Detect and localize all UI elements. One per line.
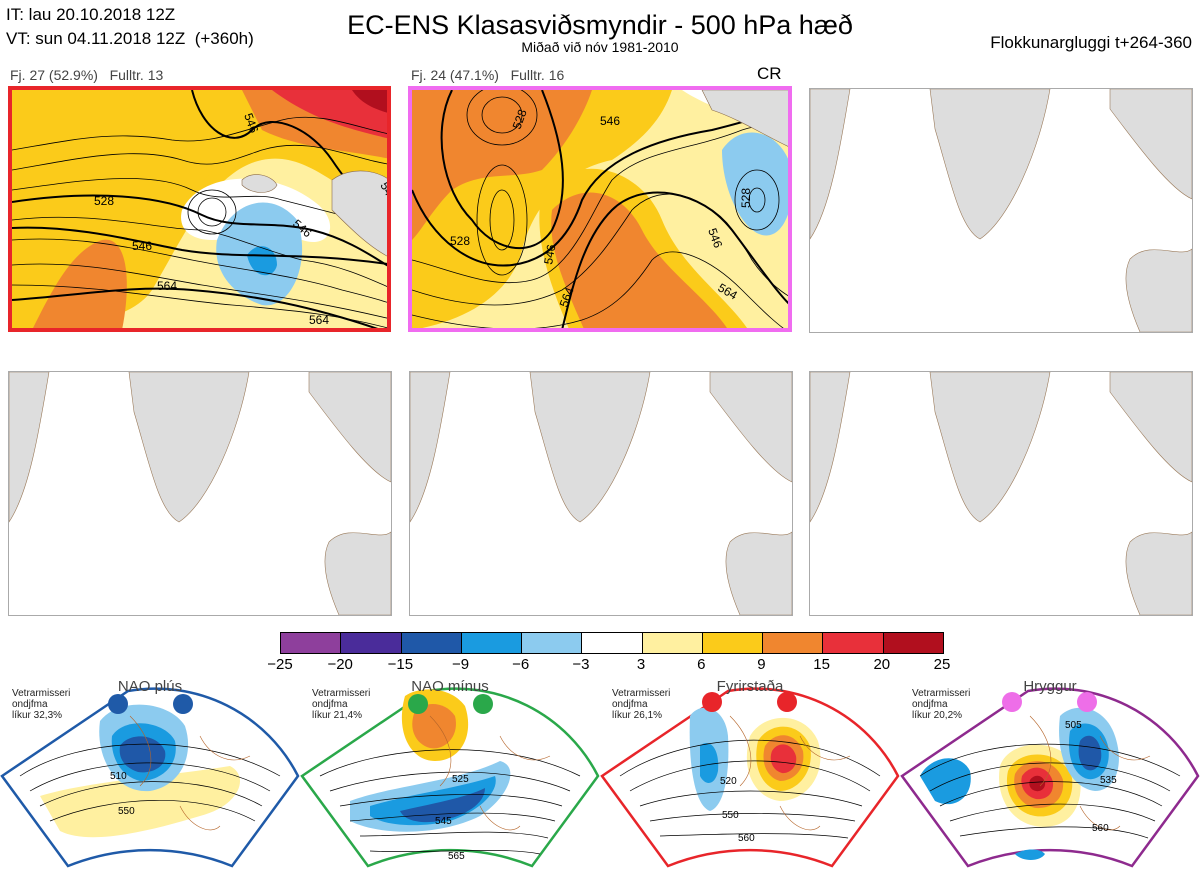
contour-label: 528 [450,234,470,248]
regime-map: 510 550 [0,687,300,868]
contour-label: 550 [722,810,739,821]
colorbar-segment [461,633,523,653]
regime-nao-plus[interactable]: 510 550 NAO plús Vetrarmisseri ondjfma lík… [0,676,300,871]
regime-title: NAO mínus [411,678,489,695]
regime-map: 505 535 560 [900,687,1200,868]
contour-label: 546 [705,226,725,250]
contour-label: 550 [118,806,135,817]
contour-label: 505 [1065,720,1082,731]
contour-label: 564 [557,285,577,309]
regime-dot [408,694,428,714]
colorbar-segment [582,633,643,653]
contour-label: 528 [94,194,114,208]
empty-map-panel-4 [8,371,392,616]
colorbar-segment [341,633,402,653]
colorbar-tick-label: 15 [813,656,830,673]
cluster-window: Flokkunargluggi t+264-360 [990,33,1192,52]
colorbar-segment [281,633,342,653]
regime-dot [173,694,193,714]
cluster-1-label: Fj. 27 (52.9%) Fulltr. 13 [10,67,164,83]
regime-dot [1002,692,1022,712]
contour-label: 546 [541,243,558,265]
regime-probability: Vetrarmisseri ondjfma líkur 26,1% [612,688,671,721]
colorbar-segment [702,633,764,653]
colorbar-tick-label: −3 [572,656,590,673]
regime-nao-minus[interactable]: 525 545 565 NAO mínus Vetrarmisseri ondjf… [300,676,600,871]
cluster-1-map[interactable]: 528 546 546 564 564 546 546 [8,86,391,332]
regime-dot [473,694,493,714]
colorbar-tick-label: −15 [387,656,414,673]
cluster-1-anomaly-field: 528 546 546 564 564 546 546 [12,90,391,328]
contour-label: 560 [738,833,755,844]
basemap-land [410,372,792,615]
colorbar-tick-label: −20 [327,656,353,673]
regime-title: Hryggur [1023,678,1077,695]
contour-label: 535 [1100,775,1117,786]
colorbar-tick-label: −9 [451,656,470,673]
regime-dot [702,692,722,712]
empty-map-panel-6 [809,371,1193,616]
contour-label: 528 [510,107,530,131]
regime-map: 520 550 560 [600,687,900,868]
colorbar-segment [763,633,824,653]
basemap-land [810,89,1192,332]
basemap-land [9,372,391,615]
colorbar-segment [883,633,943,653]
colorbar-ticks: −25 −20 −15 −9 −6 −3 3 6 9 15 20 25 [267,656,950,674]
colorbar-tick-label: −25 [267,656,293,673]
regime-probability: Vetrarmisseri ondjfma líkur 21,4% [312,688,371,721]
contour-label: 510 [110,771,127,782]
contour-label: 546 [132,239,152,253]
contour-label: 564 [309,313,329,327]
contour-label: 564 [157,279,177,293]
colorbar-tick-label: −6 [512,656,530,673]
empty-map-panel-5 [409,371,793,616]
colorbar-segment [642,633,703,653]
colorbar-segment [401,633,462,653]
colorbar-tick-label: 25 [933,656,951,673]
regime-dot [108,694,128,714]
page-title: EC-ENS Klasasviðsmyndir - 500 hPa hæð [347,10,853,40]
colorbar-tick-label: 9 [757,656,766,673]
contour-label: 545 [435,816,452,827]
anomaly-colorbar [280,632,944,654]
contour-label: 546 [377,180,391,205]
colorbar-tick-label: 3 [636,656,646,673]
regime-title: Fyrirstaða [716,678,784,695]
page-subtitle: Miðað við nóv 1981-2010 [521,39,679,55]
regime-probability: Vetrarmisseri ondjfma líkur 20,2% [912,688,971,721]
cluster-2-anomaly-field: 528 546 528 546 564 564 546 528 [412,90,788,328]
valid-time: VT: sun 04.11.2018 12Z (+360h) [6,29,254,48]
basemap-land [810,372,1192,615]
cluster-2-label: Fj. 24 (47.1%) Fulltr. 16 [411,67,565,83]
cluster-2-tag: CR [757,64,782,83]
colorbar-tick-label: 6 [697,656,706,673]
contour-label: 525 [452,774,469,785]
init-time: IT: lau 20.10.2018 12Z [6,5,176,24]
contour-label: 560 [1092,823,1109,834]
contour-label: 546 [241,111,261,135]
colorbar-segment [522,633,583,653]
empty-map-panel-3 [809,88,1193,333]
contour-label: 546 [600,114,620,128]
cluster-2-map[interactable]: 528 546 528 546 564 564 546 528 [408,86,792,332]
contour-label: 565 [448,851,465,862]
contour-label: 528 [739,188,753,208]
regime-dot [777,692,797,712]
regime-dot [1077,692,1097,712]
colorbar-segment [823,633,884,653]
regime-probability: Vetrarmisseri ondjfma líkur 32,3% [12,688,71,721]
colorbar-tick-label: 20 [873,656,891,673]
regime-ridge[interactable]: 505 535 560 Hryggur Vetrarmisseri ondjfma… [900,676,1200,871]
contour-label: 520 [720,776,737,787]
regime-map: 525 545 565 [300,687,600,868]
regime-blocking[interactable]: 520 550 560 Fyrirstaða Vetrarmisseri ondj… [600,676,900,871]
regime-title: NAO plús [117,678,183,695]
